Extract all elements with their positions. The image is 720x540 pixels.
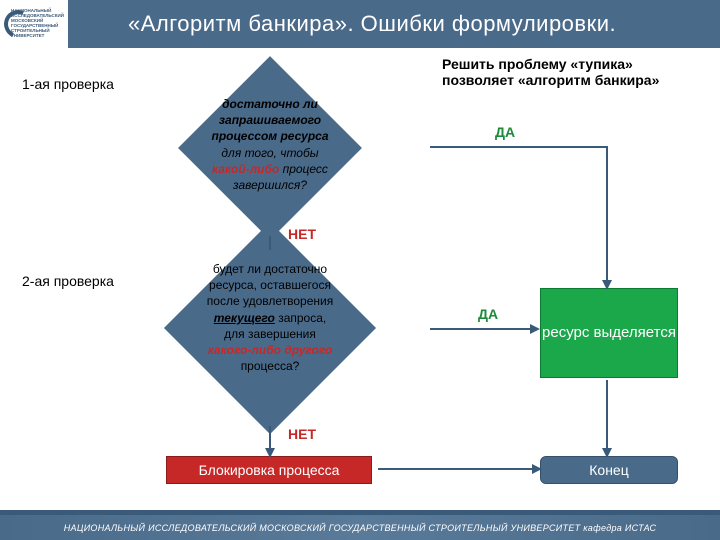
decision-text-1: достаточно ли запрашиваемого процессом р… <box>170 96 370 193</box>
arrow-head-icon <box>532 464 542 474</box>
box-end: Конец <box>540 456 678 484</box>
label-check2: 2-ая проверка <box>22 273 114 289</box>
footer-text: НАЦИОНАЛЬНЫЙ ИССЛЕДОВАТЕЛЬСКИЙ МОСКОВСКИ… <box>0 515 720 540</box>
connector <box>430 328 534 330</box>
box-block-process: Блокировка процесса <box>166 456 372 484</box>
flowchart-area: 1-ая проверка 2-ая проверка Решить пробл… <box>0 48 720 510</box>
decision-text-2: будет ли достаточно ресурса, оставшегося… <box>170 261 370 374</box>
label-yes-1: ДА <box>495 124 515 140</box>
header-bar: НАЦИОНАЛЬНЫЙ ИССЛЕДОВАТЕЛЬСКИЙ МОСКОВСКИ… <box>0 0 720 48</box>
logo: НАЦИОНАЛЬНЫЙ ИССЛЕДОВАТЕЛЬСКИЙ МОСКОВСКИ… <box>0 0 68 48</box>
description-text: Решить проблему «тупика» позволяет «алго… <box>442 56 692 88</box>
arrow-head-icon <box>530 324 540 334</box>
footer: НАЦИОНАЛЬНЫЙ ИССЛЕДОВАТЕЛЬСКИЙ МОСКОВСКИ… <box>0 510 720 540</box>
connector <box>269 236 271 250</box>
connector <box>430 146 608 148</box>
connector <box>606 146 608 286</box>
connector <box>378 468 536 470</box>
arrow-head-icon <box>265 448 275 458</box>
label-no-1: НЕТ <box>288 226 316 242</box>
connector <box>606 380 608 454</box>
page-title: «Алгоритм банкира». Ошибки формулировки. <box>128 11 616 37</box>
label-no-2: НЕТ <box>288 426 316 442</box>
arrow-head-icon <box>602 448 612 458</box>
arrow-head-icon <box>602 280 612 290</box>
logo-mark <box>4 6 8 42</box>
box-resource-allocated: ресурс выделяется <box>540 288 678 378</box>
label-check1: 1-ая проверка <box>22 76 114 92</box>
label-yes-2: ДА <box>478 306 498 322</box>
